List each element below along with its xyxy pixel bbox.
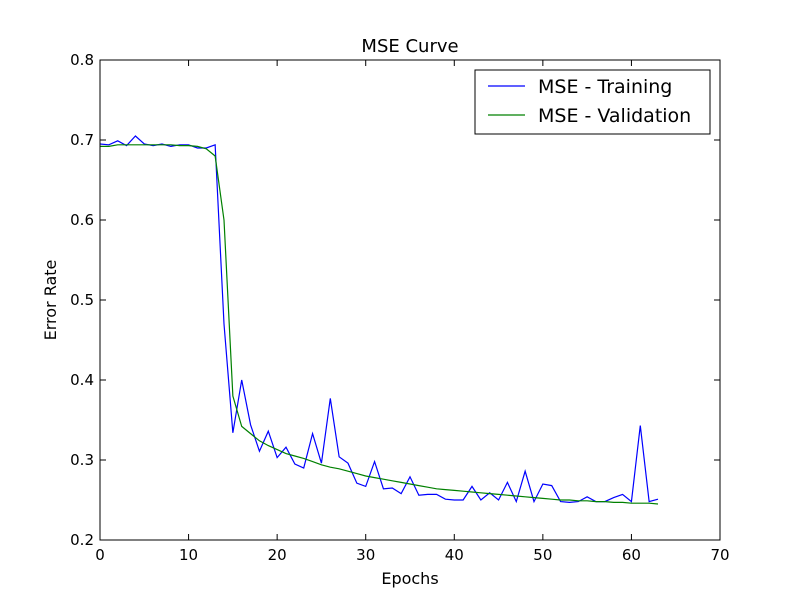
y-tick-label: 0.3 bbox=[70, 451, 94, 469]
ticks-layer: 0 10 20 30 40 50 60 70 0.2 0.3 0.4 0.5 0.6 0.7 0.8 bbox=[70, 51, 729, 564]
legend: MSE - Training MSE - Validation bbox=[474, 69, 711, 135]
legend-label-training: MSE - Training bbox=[538, 76, 672, 98]
y-tick-label: 0.2 bbox=[70, 531, 94, 549]
series-layer bbox=[99, 135, 659, 505]
y-tick-label: 0.4 bbox=[70, 371, 94, 389]
y-tick-label: 0.8 bbox=[70, 51, 94, 69]
y-axis-title: Error Rate bbox=[41, 260, 60, 341]
x-tick-label: 70 bbox=[710, 546, 729, 564]
x-tick-label: 20 bbox=[268, 546, 287, 564]
y-tick-label: 0.6 bbox=[70, 211, 94, 229]
x-axis-title: Epochs bbox=[381, 569, 438, 588]
y-tick-label: 0.5 bbox=[70, 291, 94, 309]
y-tick-label: 0.7 bbox=[70, 131, 94, 149]
series-line-training bbox=[99, 135, 659, 504]
x-tick-label: 10 bbox=[179, 546, 198, 564]
series-line-validation bbox=[100, 144, 659, 505]
x-tick-label: 40 bbox=[445, 546, 464, 564]
x-tick-label: 30 bbox=[356, 546, 375, 564]
legend-label-validation: MSE - Validation bbox=[538, 105, 691, 127]
chart-title: MSE Curve bbox=[361, 36, 458, 57]
legend-box bbox=[474, 69, 711, 135]
x-tick-label: 60 bbox=[622, 546, 641, 564]
x-tick-label: 50 bbox=[533, 546, 552, 564]
x-tick-label: 0 bbox=[95, 546, 105, 564]
